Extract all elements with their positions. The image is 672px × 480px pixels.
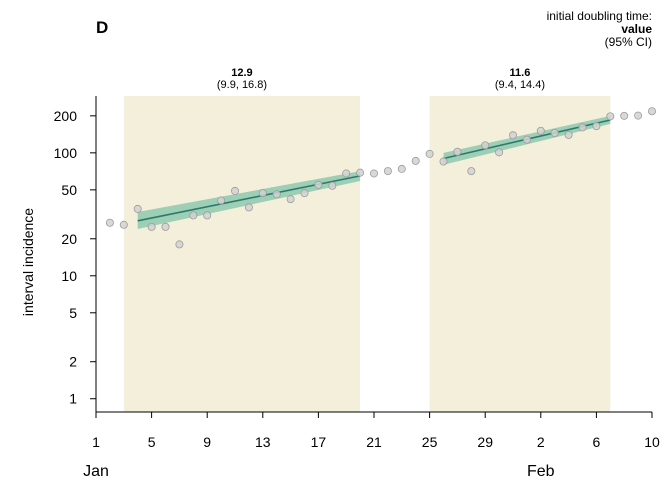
fit-line-1	[137, 175, 361, 222]
data-point-34	[564, 130, 573, 139]
y-tick-label-5: 5	[69, 305, 77, 321]
y-tick-label-1: 1	[69, 391, 77, 407]
data-point-40	[648, 107, 657, 116]
y-tick-label-50: 50	[61, 182, 77, 198]
x-tick-label-17: 17	[311, 434, 327, 450]
x-tick-label-9: 9	[203, 434, 211, 450]
month-label-feb: Feb	[527, 463, 555, 480]
data-point-26	[453, 147, 462, 156]
legend-note-line-2: value	[621, 22, 652, 36]
data-point-24	[425, 149, 434, 158]
data-point-33	[550, 129, 559, 138]
data-point-35	[578, 123, 587, 132]
doubling-time-ci-label-2: (9.4, 14.4)	[495, 79, 545, 91]
y-tick-label-100: 100	[54, 145, 78, 161]
x-tick-label-13: 13	[255, 434, 271, 450]
data-point-2	[119, 220, 128, 229]
data-point-7	[189, 211, 198, 220]
panel-label: D	[96, 18, 109, 37]
doubling-time-label-2: 11.6	[510, 67, 531, 79]
data-point-18	[342, 169, 351, 178]
data-point-28	[481, 141, 490, 150]
x-tick-label-33: 2	[537, 434, 545, 450]
data-point-1	[105, 218, 114, 227]
data-point-15	[300, 189, 309, 198]
data-point-5	[161, 222, 170, 231]
x-tick-label-29: 29	[477, 434, 493, 450]
data-point-31	[522, 135, 531, 144]
y-tick-label-2: 2	[69, 354, 77, 370]
data-point-38	[620, 111, 629, 120]
data-point-30	[508, 131, 517, 140]
data-point-3	[133, 204, 142, 213]
data-point-14	[286, 195, 295, 204]
data-point-39	[634, 111, 643, 120]
data-point-23	[411, 156, 420, 165]
data-point-16	[314, 180, 323, 189]
legend-note-line-1: initial doubling time:	[546, 9, 652, 23]
doubling-time-ci-label-1: (9.9, 16.8)	[217, 79, 267, 91]
data-point-32	[536, 126, 545, 135]
x-tick-label-25: 25	[422, 434, 438, 450]
x-tick-label-21: 21	[366, 434, 382, 450]
data-point-6	[175, 240, 184, 249]
y-axis-label: interval incidence	[20, 208, 36, 316]
fit-window-1	[123, 96, 361, 412]
data-point-36	[592, 122, 601, 131]
data-point-8	[203, 211, 212, 220]
data-point-17	[328, 181, 337, 190]
x-tick-label-5: 5	[148, 434, 156, 450]
data-point-10	[230, 186, 239, 195]
data-point-19	[356, 168, 365, 177]
data-point-13	[272, 190, 281, 199]
data-point-12	[258, 189, 267, 198]
data-point-4	[147, 222, 156, 231]
y-tick-label-20: 20	[61, 231, 77, 247]
x-tick-label-41: 10	[644, 434, 660, 450]
data-point-21	[383, 167, 392, 176]
y-tick-label-200: 200	[54, 108, 78, 124]
data-point-27	[467, 167, 476, 176]
y-tick-label-10: 10	[61, 268, 77, 284]
legend-note-line-3: (95% CI)	[604, 35, 652, 49]
data-point-29	[495, 148, 504, 157]
x-tick-label-1: 1	[92, 434, 100, 450]
x-tick-label-37: 6	[593, 434, 601, 450]
doubling-time-label-1: 12.9	[231, 67, 252, 79]
data-point-25	[439, 157, 448, 166]
data-point-20	[369, 169, 378, 178]
month-label-jan: Jan	[83, 463, 109, 480]
data-point-9	[217, 196, 226, 205]
data-point-37	[606, 112, 615, 121]
data-point-22	[397, 164, 406, 173]
legend-note: initial doubling time: value (95% CI)	[547, 10, 652, 49]
data-point-11	[244, 203, 253, 212]
